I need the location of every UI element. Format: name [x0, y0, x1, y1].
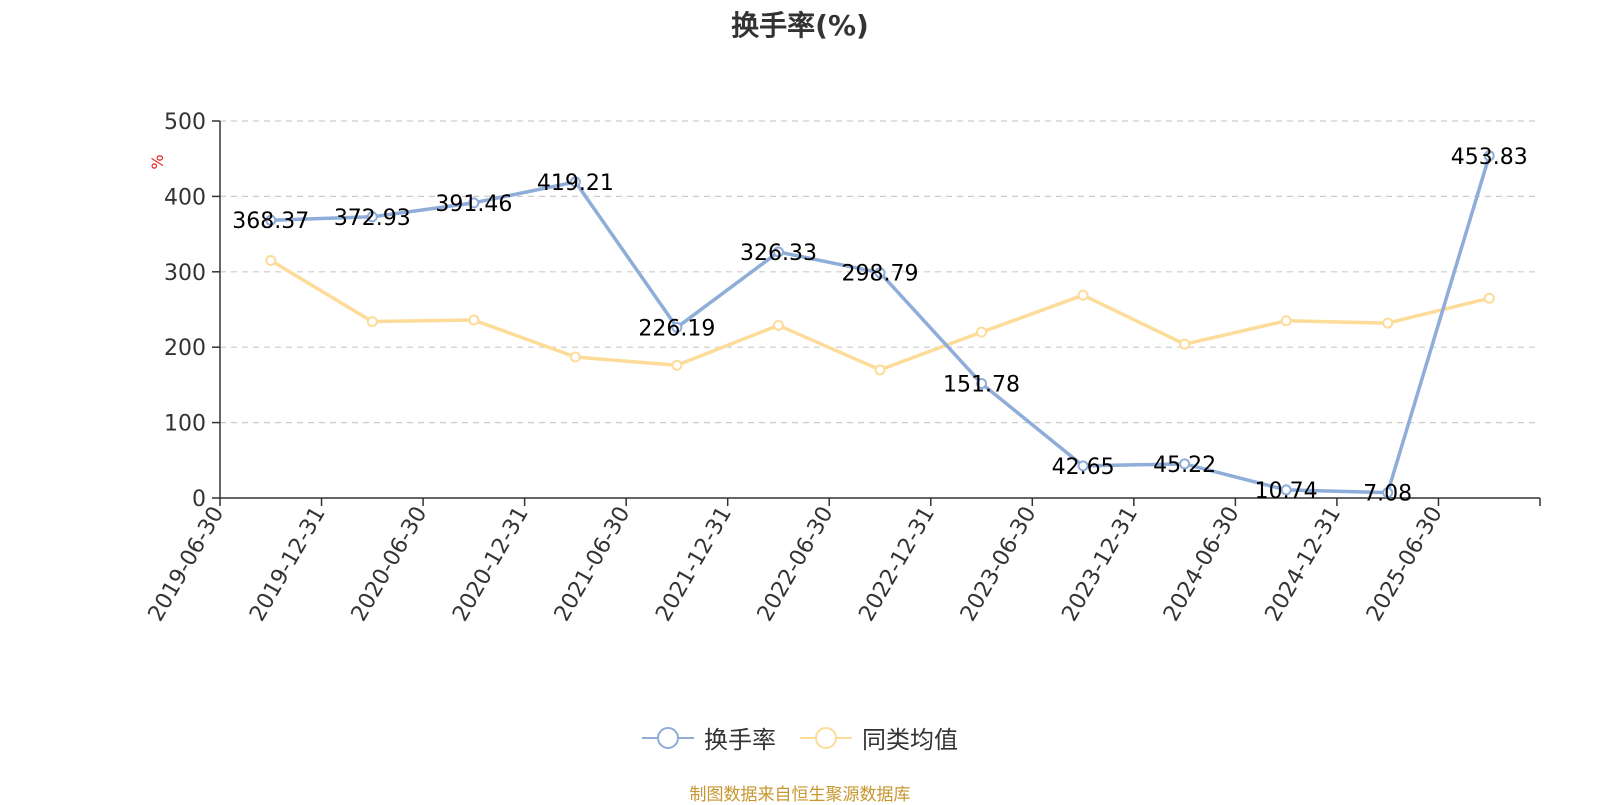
data-label-series-1: 45.22 — [1153, 453, 1216, 478]
data-label-series-1: 298.79 — [842, 262, 919, 287]
y-axis-label: % — [148, 154, 167, 169]
x-tick-label: 2019-06-30 — [144, 503, 230, 626]
x-tick-label: 2024-06-30 — [1159, 503, 1245, 626]
x-tick-label: 2024-12-31 — [1261, 503, 1347, 626]
data-point-series-2 — [1179, 338, 1191, 350]
data-label-series-1: 226.19 — [638, 316, 715, 341]
data-label-series-1: 42.65 — [1052, 455, 1115, 480]
data-point-series-2 — [366, 316, 378, 328]
x-tick-label: 2025-06-30 — [1362, 503, 1448, 626]
data-point-series-1 — [569, 176, 581, 188]
legend: 换手率 同类均值 — [0, 720, 1600, 755]
data-point-series-2 — [265, 254, 277, 266]
data-label-series-1: 326.33 — [740, 241, 817, 266]
legend-label-series-2: 同类均值 — [862, 726, 958, 754]
x-tick-label: 2023-12-31 — [1057, 503, 1143, 626]
data-label-series-1: 368.37 — [232, 209, 309, 234]
data-label-series-1: 391.46 — [435, 192, 512, 217]
data-label-series-1: 151.78 — [943, 373, 1020, 398]
legend-line-circle-icon — [800, 726, 852, 749]
y-tick-label: 300 — [164, 261, 206, 286]
y-tick-label: 100 — [164, 412, 206, 437]
data-point-series-2 — [1280, 315, 1292, 327]
data-label-series-1: 419.21 — [537, 171, 614, 196]
data-source-note: 制图数据来自恒生聚源数据库 — [689, 785, 911, 805]
data-point-series-2 — [1483, 292, 1495, 304]
legend-item-series-2[interactable]: 同类均值 — [800, 720, 958, 755]
data-point-series-1 — [1280, 484, 1292, 496]
data-label-series-1: 453.83 — [1451, 145, 1528, 170]
data-point-series-1 — [976, 378, 988, 390]
data-point-series-2 — [1382, 317, 1394, 329]
y-tick-label: 400 — [164, 185, 206, 210]
data-point-series-1 — [671, 321, 683, 333]
x-tick-label: 2022-12-31 — [854, 503, 940, 626]
data-point-series-1 — [1483, 150, 1495, 162]
data-point-series-1 — [1077, 460, 1089, 472]
x-tick-label: 2021-06-30 — [550, 503, 636, 626]
data-point-series-2 — [874, 364, 886, 376]
legend-label-series-1: 换手率 — [704, 726, 776, 754]
data-point-series-2 — [671, 359, 683, 371]
data-label-series-1: 10.74 — [1255, 479, 1318, 504]
chart-title: 换手率(%) — [731, 9, 869, 42]
x-tick-label: 2019-12-31 — [245, 503, 331, 626]
x-tick-label: 2020-06-30 — [347, 502, 433, 625]
data-point-series-1 — [874, 267, 886, 279]
y-tick-label: 500 — [164, 110, 206, 135]
data-point-series-2 — [468, 314, 480, 326]
data-point-series-1 — [772, 246, 784, 258]
legend-line-circle-icon — [642, 726, 694, 749]
data-point-series-1 — [265, 214, 277, 226]
legend-item-series-1[interactable]: 换手率 — [642, 720, 776, 755]
y-tick-label: 200 — [164, 336, 206, 361]
data-point-series-2 — [772, 319, 784, 331]
data-point-series-1 — [1179, 458, 1191, 470]
x-tick-label: 2020-12-31 — [448, 503, 534, 626]
data-point-series-1 — [1382, 487, 1394, 499]
x-tick-label: 2021-12-31 — [651, 503, 737, 626]
data-point-series-1 — [366, 211, 378, 223]
data-label-series-1: 7.08 — [1363, 482, 1412, 507]
data-point-series-2 — [976, 326, 988, 338]
data-point-series-1 — [468, 197, 480, 209]
data-label-series-1: 372.93 — [334, 206, 411, 231]
data-point-series-2 — [569, 351, 581, 363]
x-tick-label: 2022-06-30 — [753, 503, 839, 626]
data-point-series-2 — [1077, 289, 1089, 301]
y-tick-label: 0 — [192, 487, 206, 512]
x-tick-label: 2023-06-30 — [956, 503, 1042, 626]
